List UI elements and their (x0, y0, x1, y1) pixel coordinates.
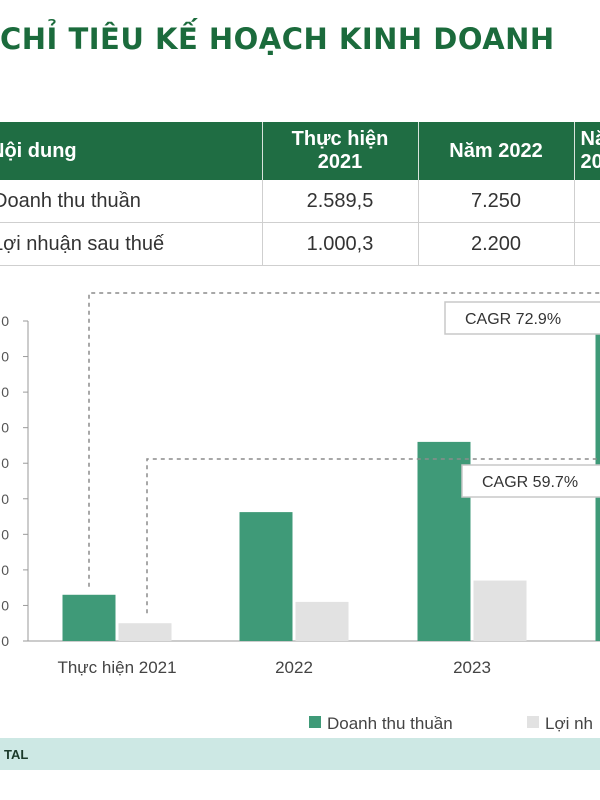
x-tick-label: 2023 (453, 658, 491, 677)
y-tick-label: 0 (1, 313, 9, 329)
table-cell: 2.589,5 (262, 180, 419, 223)
table-cell: 7.250 (418, 180, 575, 223)
cagr-label: CAGR 59.7% (482, 474, 578, 491)
legend-swatch (527, 716, 539, 728)
table-cell (574, 222, 600, 266)
table-row: Lợi nhuận sau thuế 1.000,3 2.200 (0, 222, 600, 266)
table-header-cell: Nội dung (0, 122, 263, 180)
bar-chart: 0 0 0 0 0 0 0 0 0 0 Thực hiện 2021 2022 2023 CAGR 7… (1, 292, 600, 733)
legend-swatch (309, 716, 321, 728)
cagr-bracket-line (146, 458, 600, 614)
y-tick-label: 0 (1, 384, 9, 400)
y-tick-label: 0 (1, 633, 9, 649)
bar (239, 512, 293, 641)
footer-text: TAL (4, 747, 29, 762)
table-cell: Doanh thu thuần (0, 180, 263, 223)
y-tick-label: 0 (1, 491, 9, 507)
table-header-row: Nội dung Thực hiện 2021 Năm 2022 Năm 202… (0, 122, 600, 180)
table-cell: Lợi nhuận sau thuế (0, 222, 263, 266)
bar (295, 601, 349, 641)
page-title: CHỈ TIÊU KẾ HOẠCH KINH DOANH (0, 22, 555, 56)
y-tick-label: 0 (1, 420, 9, 436)
legend-label: Lợi nh (545, 714, 593, 733)
footer-band: TAL (0, 738, 600, 770)
x-axis-labels: Thực hiện 2021 2022 2023 (57, 658, 490, 677)
cagr-box (461, 464, 600, 498)
table-cell: 2.200 (418, 222, 575, 266)
bar (62, 594, 116, 641)
table-cell (574, 180, 600, 223)
y-tick-label: 0 (1, 349, 9, 365)
x-tick-label: 2022 (275, 658, 313, 677)
table-header-cell: Năm 2022 (418, 122, 575, 180)
legend-label: Doanh thu thuần (327, 714, 453, 733)
table-row: Doanh thu thuần 2.589,5 7.250 (0, 180, 600, 223)
x-tick-label: Thực hiện 2021 (57, 658, 176, 677)
table-header-cell: Thực hiện 2021 (262, 122, 419, 180)
cagr-annotations: CAGR 72.9% CAGR 59.7% (88, 292, 600, 614)
legend: Doanh thu thuần Lợi nh (309, 714, 593, 733)
plan-table: Nội dung Thực hiện 2021 Năm 2022 Năm 202… (0, 122, 600, 266)
cagr-bracket-line (88, 292, 600, 587)
bar (118, 623, 172, 641)
cagr-label: CAGR 72.9% (465, 311, 561, 328)
bar (473, 580, 527, 641)
y-tick-label: 0 (1, 562, 9, 578)
table-cell: 1.000,3 (262, 222, 419, 266)
cagr-box (444, 301, 600, 335)
y-tick-label: 0 (1, 455, 9, 471)
y-tick-label: 0 (1, 597, 9, 613)
y-tick-label: 0 (1, 526, 9, 542)
table-header-cell: Năm 2023 (574, 122, 600, 180)
